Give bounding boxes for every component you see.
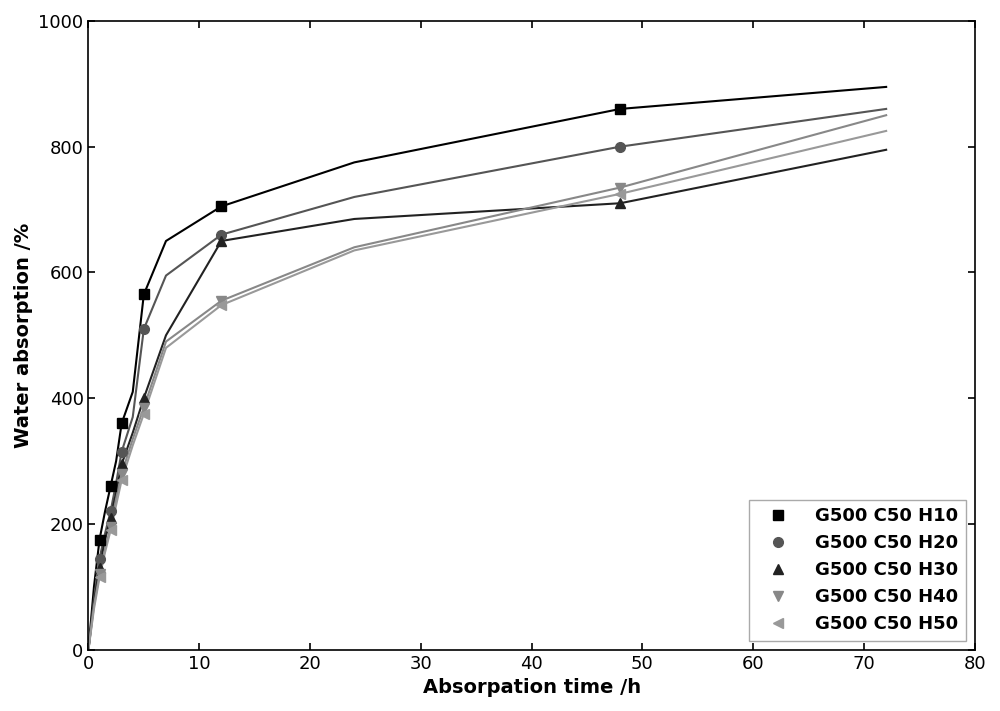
G500 C50 H40 [215,296,227,305]
G500 C50 H50 [614,190,626,198]
G500 C50 H10 [105,482,117,491]
G500 C50 H30 [614,199,626,208]
G500 C50 H20 [138,325,150,333]
G500 C50 H10 [215,202,227,210]
Line: G500 C50 H50: G500 C50 H50 [95,189,625,582]
G500 C50 H20 [215,230,227,239]
G500 C50 H40 [94,570,106,579]
G500 C50 H50 [116,476,128,484]
G500 C50 H50 [215,301,227,309]
Legend: G500 C50 H10, G500 C50 H20, G500 C50 H30, G500 C50 H40, G500 C50 H50: G500 C50 H10, G500 C50 H20, G500 C50 H30… [749,500,966,641]
G500 C50 H10 [116,419,128,427]
G500 C50 H30 [116,460,128,469]
G500 C50 H10 [138,290,150,299]
G500 C50 H30 [105,513,117,522]
G500 C50 H30 [215,237,227,245]
G500 C50 H40 [116,469,128,478]
G500 C50 H40 [614,183,626,192]
Line: G500 C50 H20: G500 C50 H20 [95,141,625,563]
G500 C50 H30 [138,394,150,402]
Y-axis label: Water absorption /%: Water absorption /% [14,223,33,448]
Line: G500 C50 H40: G500 C50 H40 [95,183,625,579]
X-axis label: Absorpation time /h: Absorpation time /h [423,678,641,697]
G500 C50 H10 [614,105,626,113]
G500 C50 H40 [138,403,150,412]
G500 C50 H30 [94,564,106,572]
G500 C50 H40 [105,523,117,531]
Line: G500 C50 H10: G500 C50 H10 [95,104,625,545]
G500 C50 H20 [105,507,117,515]
G500 C50 H50 [138,410,150,418]
G500 C50 H20 [94,555,106,563]
G500 C50 H50 [94,573,106,582]
G500 C50 H20 [614,142,626,151]
G500 C50 H10 [94,535,106,544]
Line: G500 C50 H30: G500 C50 H30 [95,198,625,573]
G500 C50 H50 [105,526,117,535]
G500 C50 H20 [116,447,128,456]
